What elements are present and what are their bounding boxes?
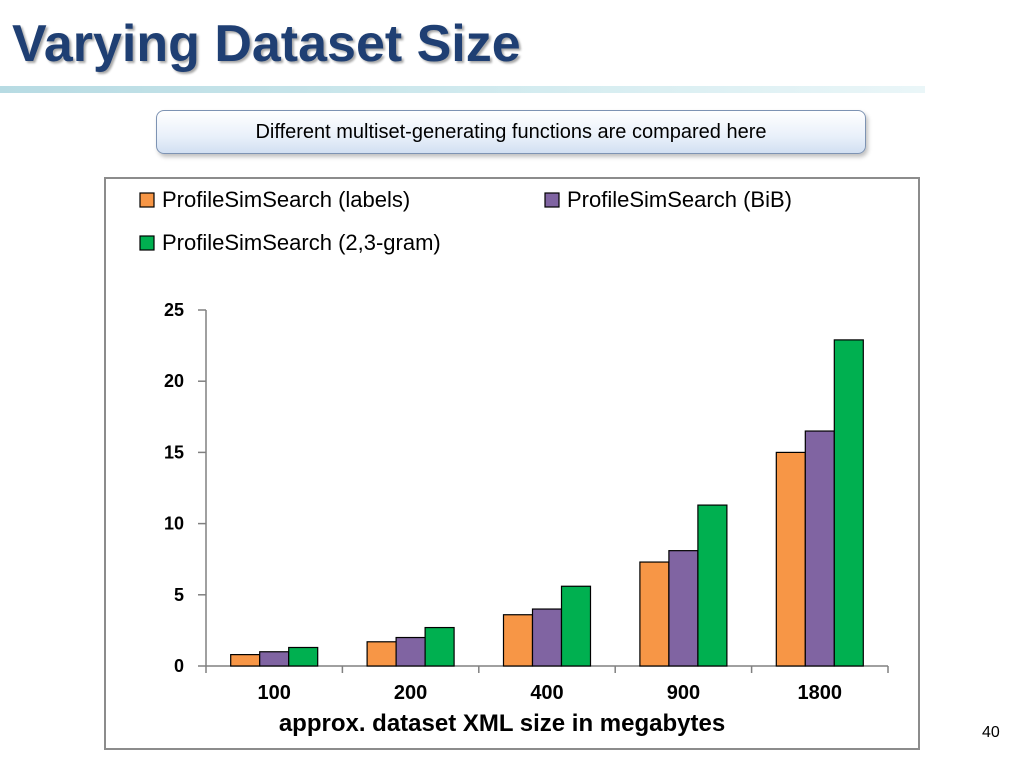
- x-tick-label: 100: [258, 682, 291, 704]
- bar-1-200: [366, 641, 397, 667]
- legend-swatch-1: [139, 192, 155, 208]
- bar-2-900: [668, 550, 699, 667]
- bar-2-1800: [804, 430, 835, 667]
- bar-3-900: [697, 504, 728, 667]
- legend-swatch-2: [544, 192, 560, 208]
- y-tick-label: 5: [174, 585, 184, 605]
- y-tick-label: 20: [164, 371, 184, 391]
- legend-swatch-3: [139, 235, 155, 251]
- bar-chart: ProfileSimSearch (labels) ProfileSimSearc…: [139, 187, 889, 737]
- bar-3-1800: [833, 339, 864, 667]
- x-tick-label: 200: [394, 682, 427, 704]
- bar-3-100: [288, 646, 319, 667]
- y-tick-label: 25: [164, 300, 184, 320]
- y-tick-label: 10: [164, 514, 184, 534]
- y-tick-label: 0: [174, 656, 184, 676]
- y-tick-label: 15: [164, 442, 184, 462]
- slide-title: Varying Dataset Size: [12, 15, 521, 73]
- legend-label-1: ProfileSimSearch (labels): [162, 187, 410, 212]
- bar-2-100: [259, 651, 290, 667]
- bar-1-400: [502, 614, 534, 667]
- chart-frame: ProfileSimSearch (labels) ProfileSimSearc…: [104, 177, 920, 750]
- bar-1-1800: [775, 451, 806, 667]
- bar-3-200: [424, 626, 455, 667]
- title-underline: [0, 86, 925, 93]
- legend-label-2: ProfileSimSearch (BiB): [567, 187, 792, 212]
- bar-1-900: [639, 561, 670, 667]
- callout-text: Different multiset-generating functions …: [255, 120, 767, 143]
- bar-1-100: [230, 654, 261, 667]
- x-axis-title: approx. dataset XML size in megabytes: [279, 710, 725, 737]
- x-tick-label: 400: [530, 682, 563, 704]
- x-tick-label: 900: [667, 682, 700, 704]
- page-number: 40: [982, 724, 1000, 741]
- legend-label-3: ProfileSimSearch (2,3-gram): [162, 230, 441, 255]
- bar-2-400: [531, 608, 563, 667]
- bar-2-200: [395, 636, 426, 667]
- callout-box: Different multiset-generating functions …: [156, 110, 866, 154]
- bar-3-400: [560, 585, 592, 667]
- x-tick-label: 1800: [798, 682, 843, 704]
